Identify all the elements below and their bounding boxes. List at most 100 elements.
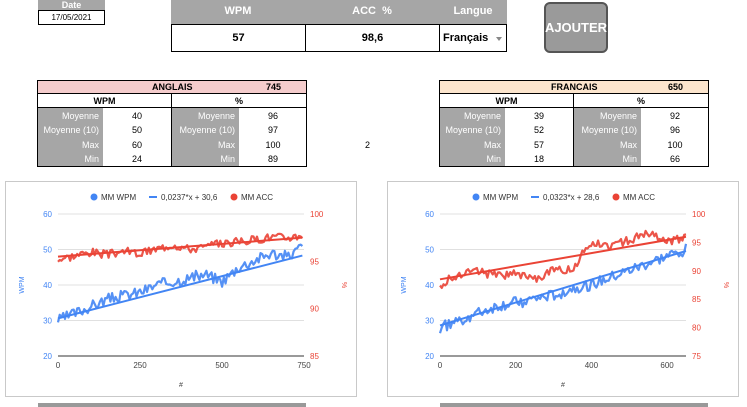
x-tick-label: 250	[133, 361, 147, 370]
french-acc-row-label: Moyenne (10)	[581, 125, 637, 135]
legend-marker-acc	[230, 193, 238, 201]
french-wpm-value: 18	[533, 154, 544, 164]
x-tick-label: 0	[438, 361, 443, 370]
english-col-acc: %	[171, 94, 307, 108]
french-table-header: FRANCAIS 650	[439, 80, 709, 94]
date-label: Date	[61, 0, 82, 10]
english-chart-svg: 20 30 40 50 60 85 90 95 100 0 250 500 750 # WPM % MM WPM…	[19, 193, 347, 389]
english-wpm-value: 40	[131, 111, 142, 121]
y-right-tick-label: 80	[692, 324, 701, 333]
legend-label-acc: MM ACC	[623, 193, 655, 202]
acc-header: ACC %	[352, 5, 392, 17]
trendline-acc	[57, 236, 303, 258]
y-left-tick-label: 30	[425, 317, 434, 326]
english-table-title: ANGLAIS	[152, 82, 193, 92]
french-chart-svg: 20 30 40 50 60 75 80 85 90 95 100 0 200 400 600 # WPM % MM…	[401, 193, 729, 389]
english-acc-row-label: Max	[217, 140, 235, 150]
series-line-wpm	[56, 243, 304, 323]
middle-cell-value: 2	[365, 140, 371, 150]
add-button-label: AJOUTER	[544, 20, 608, 35]
english-acc-rowlabel-bg	[171, 108, 239, 167]
french-acc-row-label: Min	[622, 154, 637, 164]
french-col-acc-label: %	[636, 95, 645, 106]
legend-marker-acc	[612, 193, 620, 201]
legend-marker-wpm	[472, 193, 480, 201]
y-right-tick-label: 75	[692, 352, 701, 361]
english-acc-value: 96	[267, 111, 278, 121]
french-acc-row-label: Moyenne	[599, 111, 637, 121]
french-col-wpm-label: WPM	[495, 95, 518, 106]
x-tick-label: 750	[297, 361, 311, 370]
english-table-count: 745	[266, 82, 282, 92]
date-value-cell[interactable]: 17/05/2021	[38, 10, 105, 25]
english-row-label: Moyenne	[61, 111, 99, 121]
x-tick-label: 400	[585, 361, 599, 370]
english-col-acc-label: %	[234, 95, 243, 106]
y-left-tick-label: 60	[43, 210, 52, 219]
french-row-label: Max	[483, 140, 501, 150]
french-wpm-value: 57	[533, 140, 544, 150]
bottom-bar-right	[440, 403, 708, 407]
french-acc-value: 100	[667, 140, 683, 150]
x-axis-label: #	[179, 382, 183, 389]
date-value: 17/05/2021	[51, 13, 92, 22]
language-select[interactable]: Français	[439, 24, 507, 52]
acc-value-cell[interactable]: 98,6	[305, 24, 440, 52]
english-row-label: Min	[84, 154, 99, 164]
french-table-count: 650	[668, 82, 684, 92]
y-right-tick-label: 85	[692, 295, 701, 304]
language-value: Français	[443, 32, 489, 44]
english-wpm-value: 50	[131, 125, 142, 135]
french-body-border	[439, 108, 709, 167]
french-stats-table: FRANCAIS 650 WPM % Moyenne Moyenne (10) …	[439, 80, 709, 167]
y-right-tick-label: 100	[310, 210, 324, 219]
y-left-tick-label: 40	[43, 281, 52, 290]
y-left-tick-label: 50	[43, 246, 52, 255]
y-left-tick-label: 60	[425, 210, 434, 219]
y-right-tick-label: 100	[692, 210, 706, 219]
y-right-tick-label: 95	[692, 238, 701, 247]
french-acc-value: 66	[669, 154, 680, 164]
legend-label-acc: MM ACC	[241, 193, 273, 202]
english-acc-value: 89	[267, 154, 278, 164]
french-acc-row-label: Max	[619, 140, 637, 150]
french-acc-value: 92	[669, 111, 680, 121]
date-header: Date	[38, 0, 105, 10]
y-right-tick-label: 85	[310, 352, 319, 361]
english-chart[interactable]: 20 30 40 50 60 85 90 95 100 0 250 500 750 # WPM% MM WPM…	[5, 181, 357, 397]
english-table-header: ANGLAIS 745	[37, 80, 307, 94]
y-right-tick-label: 95	[310, 257, 319, 266]
french-acc-rowlabel-bg	[573, 108, 641, 167]
english-acc-row-label: Min	[220, 154, 235, 164]
y-left-tick-label: 40	[425, 281, 434, 290]
french-chart[interactable]: 20 30 40 50 60 75 80 85 90 95 100 0 200 400 600 # WPM% MM…	[387, 181, 739, 397]
y-right-axis-label: %	[340, 282, 347, 288]
french-row-label: Min	[486, 154, 501, 164]
legend-marker-wpm	[90, 193, 98, 201]
stats-header	[171, 0, 507, 24]
trendline-acc	[439, 235, 687, 281]
english-acc-row-label: Moyenne (10)	[179, 125, 235, 135]
french-rowlabel-bg	[439, 108, 505, 167]
english-mid-divider	[171, 108, 172, 167]
french-row-label: Moyenne	[463, 111, 501, 121]
french-wpm-value: 52	[533, 125, 544, 135]
y-right-axis-label: %	[722, 282, 729, 288]
french-col-wpm: WPM	[439, 94, 574, 108]
x-axis-label: #	[561, 382, 565, 389]
english-wpm-value: 24	[131, 154, 142, 164]
x-tick-label: 0	[56, 361, 61, 370]
english-acc-value: 100	[265, 140, 281, 150]
series-line-acc	[439, 229, 687, 290]
add-button[interactable]: AJOUTER	[544, 2, 608, 53]
y-right-tick-label: 90	[692, 267, 701, 276]
y-left-tick-label: 30	[43, 317, 52, 326]
y-left-tick-label: 20	[425, 352, 434, 361]
x-tick-label: 200	[509, 361, 523, 370]
wpm-value-cell[interactable]: 57	[171, 24, 306, 52]
english-row-label: Moyenne (10)	[43, 125, 99, 135]
wpm-value: 57	[232, 32, 245, 44]
french-row-label: Moyenne (10)	[445, 125, 501, 135]
x-tick-label: 500	[215, 361, 229, 370]
y-left-tick-label: 20	[43, 352, 52, 361]
